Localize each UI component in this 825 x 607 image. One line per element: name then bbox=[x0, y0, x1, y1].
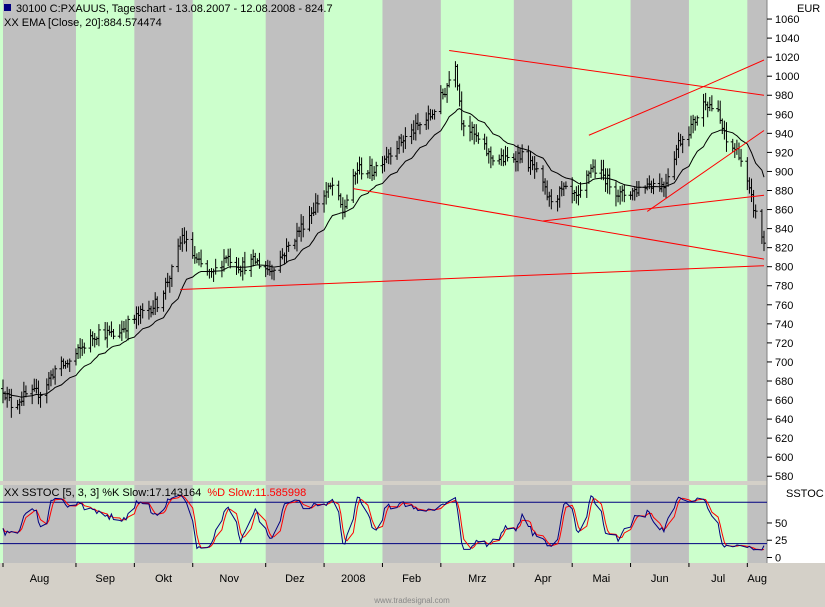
x-tick-label: Jun bbox=[651, 573, 669, 585]
x-tick-label: Aug bbox=[30, 573, 50, 585]
month-band-12 bbox=[747, 0, 767, 481]
x-tick-label: Apr bbox=[534, 573, 551, 585]
month-band-2 bbox=[134, 0, 193, 481]
chart-title: 30100 C:PXAUUS, Tageschart - 13.08.2007 … bbox=[16, 3, 333, 15]
x-tick-label: Nov bbox=[219, 573, 239, 585]
stoch-name: SSTOC bbox=[786, 488, 824, 500]
y-tick-label: 780 bbox=[775, 281, 793, 293]
x-tick-label: Sep bbox=[95, 573, 115, 585]
stoch-month-band-12 bbox=[747, 485, 767, 563]
stoch-label: XX SSTOC [5, 3, 3] %K Slow:17.143164 %D … bbox=[4, 487, 306, 499]
y-tick-label: 1000 bbox=[775, 71, 799, 83]
price-axis-area bbox=[767, 0, 825, 607]
y-tick-label: 720 bbox=[775, 338, 793, 350]
y-tick-label: 740 bbox=[775, 319, 793, 331]
y-tick-label: 800 bbox=[775, 262, 793, 274]
y-tick-label: 900 bbox=[775, 166, 793, 178]
y-tick-label: 880 bbox=[775, 185, 793, 197]
stoch-d-line bbox=[2, 495, 765, 551]
x-tick-label: Feb bbox=[402, 573, 421, 585]
series-marker-icon bbox=[4, 4, 11, 11]
y-tick-label: 960 bbox=[775, 109, 793, 121]
trendline-1 bbox=[449, 49, 765, 96]
stoch-k-line bbox=[2, 494, 765, 551]
x-tick-label: Mrz bbox=[468, 573, 486, 585]
month-band-8 bbox=[513, 0, 573, 481]
y-tick-label: 920 bbox=[775, 147, 793, 159]
y-tick-label: 820 bbox=[775, 243, 793, 255]
stoch-d-label: %D Slow:11.585998 bbox=[207, 487, 306, 499]
x-tick-label: 2008 bbox=[341, 573, 365, 585]
trendline-0 bbox=[180, 265, 765, 291]
stoch-y-tick-label: 50 bbox=[775, 518, 787, 530]
stoch-y-tick-label: 0 bbox=[775, 552, 781, 564]
y-tick-label: 680 bbox=[775, 376, 793, 388]
time-axis-area bbox=[0, 563, 825, 607]
currency-label: EUR bbox=[797, 3, 820, 15]
y-tick-label: 860 bbox=[775, 205, 793, 217]
x-tick-label: Mai bbox=[593, 573, 611, 585]
x-tick-label: Jul bbox=[711, 573, 725, 585]
month-band-10 bbox=[630, 0, 689, 481]
y-tick-label: 640 bbox=[775, 414, 793, 426]
ema-label: XX EMA [Close, 20]:884.574474 bbox=[4, 17, 162, 29]
stoch-month-band-4 bbox=[265, 485, 325, 563]
month-band-6 bbox=[382, 0, 441, 481]
y-tick-label: 600 bbox=[775, 452, 793, 464]
x-tick-label: Okt bbox=[155, 573, 172, 585]
stoch-month-band-8 bbox=[513, 485, 573, 563]
y-tick-label: 620 bbox=[775, 433, 793, 445]
y-tick-label: 1040 bbox=[775, 33, 799, 45]
y-tick-label: 580 bbox=[775, 471, 793, 483]
stoch-k-label: XX SSTOC [5, 3, 3] %K Slow:17.143164 bbox=[4, 487, 201, 499]
x-tick-label: Aug bbox=[747, 573, 767, 585]
trendline-5 bbox=[705, 59, 765, 87]
y-tick-label: 940 bbox=[775, 128, 793, 140]
trendline-6 bbox=[646, 130, 765, 212]
trendline-2 bbox=[353, 188, 765, 260]
panel-separator bbox=[0, 481, 825, 485]
stoch-month-band-6 bbox=[382, 485, 441, 563]
month-band-0 bbox=[3, 0, 76, 481]
trendline-3 bbox=[542, 194, 765, 222]
trendline-4 bbox=[588, 85, 706, 136]
y-tick-label: 760 bbox=[775, 300, 793, 312]
y-tick-label: 980 bbox=[775, 90, 793, 102]
y-tick-label: 700 bbox=[775, 357, 793, 369]
x-tick-label: Dez bbox=[285, 573, 305, 585]
y-tick-label: 1020 bbox=[775, 52, 799, 64]
y-tick-label: 1060 bbox=[775, 14, 799, 26]
ema-line bbox=[2, 108, 765, 398]
y-tick-label: 840 bbox=[775, 224, 793, 236]
stoch-y-tick-label: 25 bbox=[775, 535, 787, 547]
footer-watermark: www.tradesignal.com bbox=[373, 596, 450, 605]
y-tick-label: 660 bbox=[775, 395, 793, 407]
